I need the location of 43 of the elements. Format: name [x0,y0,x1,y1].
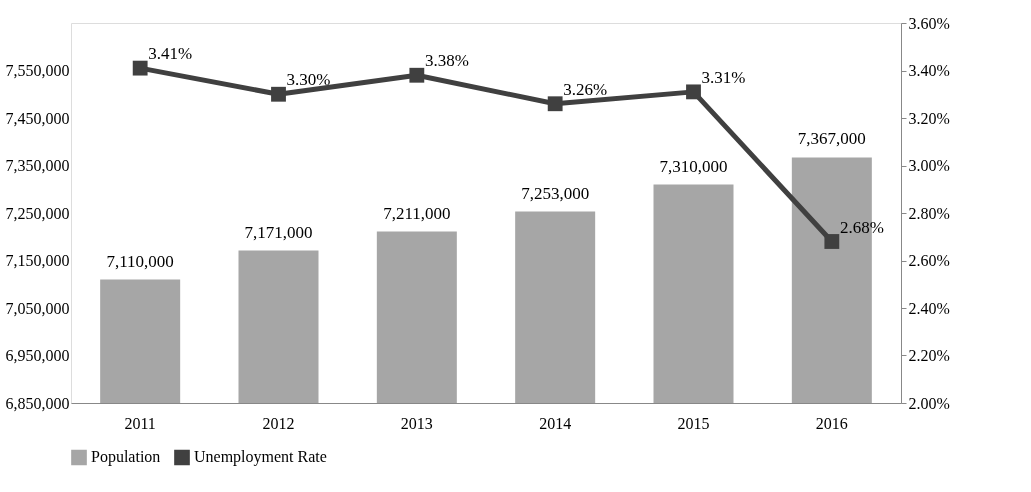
point [409,67,425,83]
data-label: 7,310,000 [659,156,728,176]
y-tick-label: 7,050,000 [5,299,70,317]
data-label: 3.26% [563,79,608,99]
point [547,96,563,112]
point [271,86,286,102]
y2-tick-label: 3.00% [908,157,950,174]
data-label: 7,211,000 [383,203,451,223]
legend-label: Unemployment Rate [194,448,327,467]
y2-tick-label: 3.60% [908,14,950,32]
y-tick-label: 6,950,000 [5,347,70,364]
data-label: 3.31% [701,67,746,87]
x-tick-label: 2014 [539,414,572,432]
legend-label: Population [91,448,161,467]
point [686,84,701,100]
data-label: 7,367,000 [797,129,866,149]
x-tick-label: 2013 [400,414,433,432]
data-label: 7,253,000 [521,183,590,203]
y-tick-label: 7,550,000 [5,62,70,79]
point [824,234,840,249]
y-tick-label: 6,850,000 [5,394,70,412]
data-label: 7,171,000 [244,222,313,242]
point [132,60,148,76]
y2-tick-label: 3.20% [908,109,950,127]
y2-tick-label: 2.20% [908,347,950,364]
y2-tick-label: 2.40% [908,299,950,317]
data-label: 3.30% [286,70,331,90]
y2-tick-label: 2.60% [908,252,950,269]
data-label: 2.68% [839,217,884,237]
y-tick-label: 7,250,000 [5,204,70,222]
y-tick-label: 7,350,000 [5,157,70,174]
x-tick-label: 2011 [124,414,156,432]
x-tick-label: 2016 [815,414,848,432]
y2-tick-label: 2.00% [908,394,950,412]
x-tick-label: 2015 [677,414,710,432]
x-tick-label: 2012 [262,414,295,432]
y-tick-label: 7,450,000 [5,109,70,127]
data-label: 3.38% [424,51,469,71]
data-label: 7,110,000 [106,251,174,271]
data-label: 3.41% [148,44,193,64]
y-tick-label: 7,150,000 [5,252,70,269]
y2-tick-label: 3.40% [908,62,950,79]
y2-tick-label: 2.80% [908,204,950,222]
